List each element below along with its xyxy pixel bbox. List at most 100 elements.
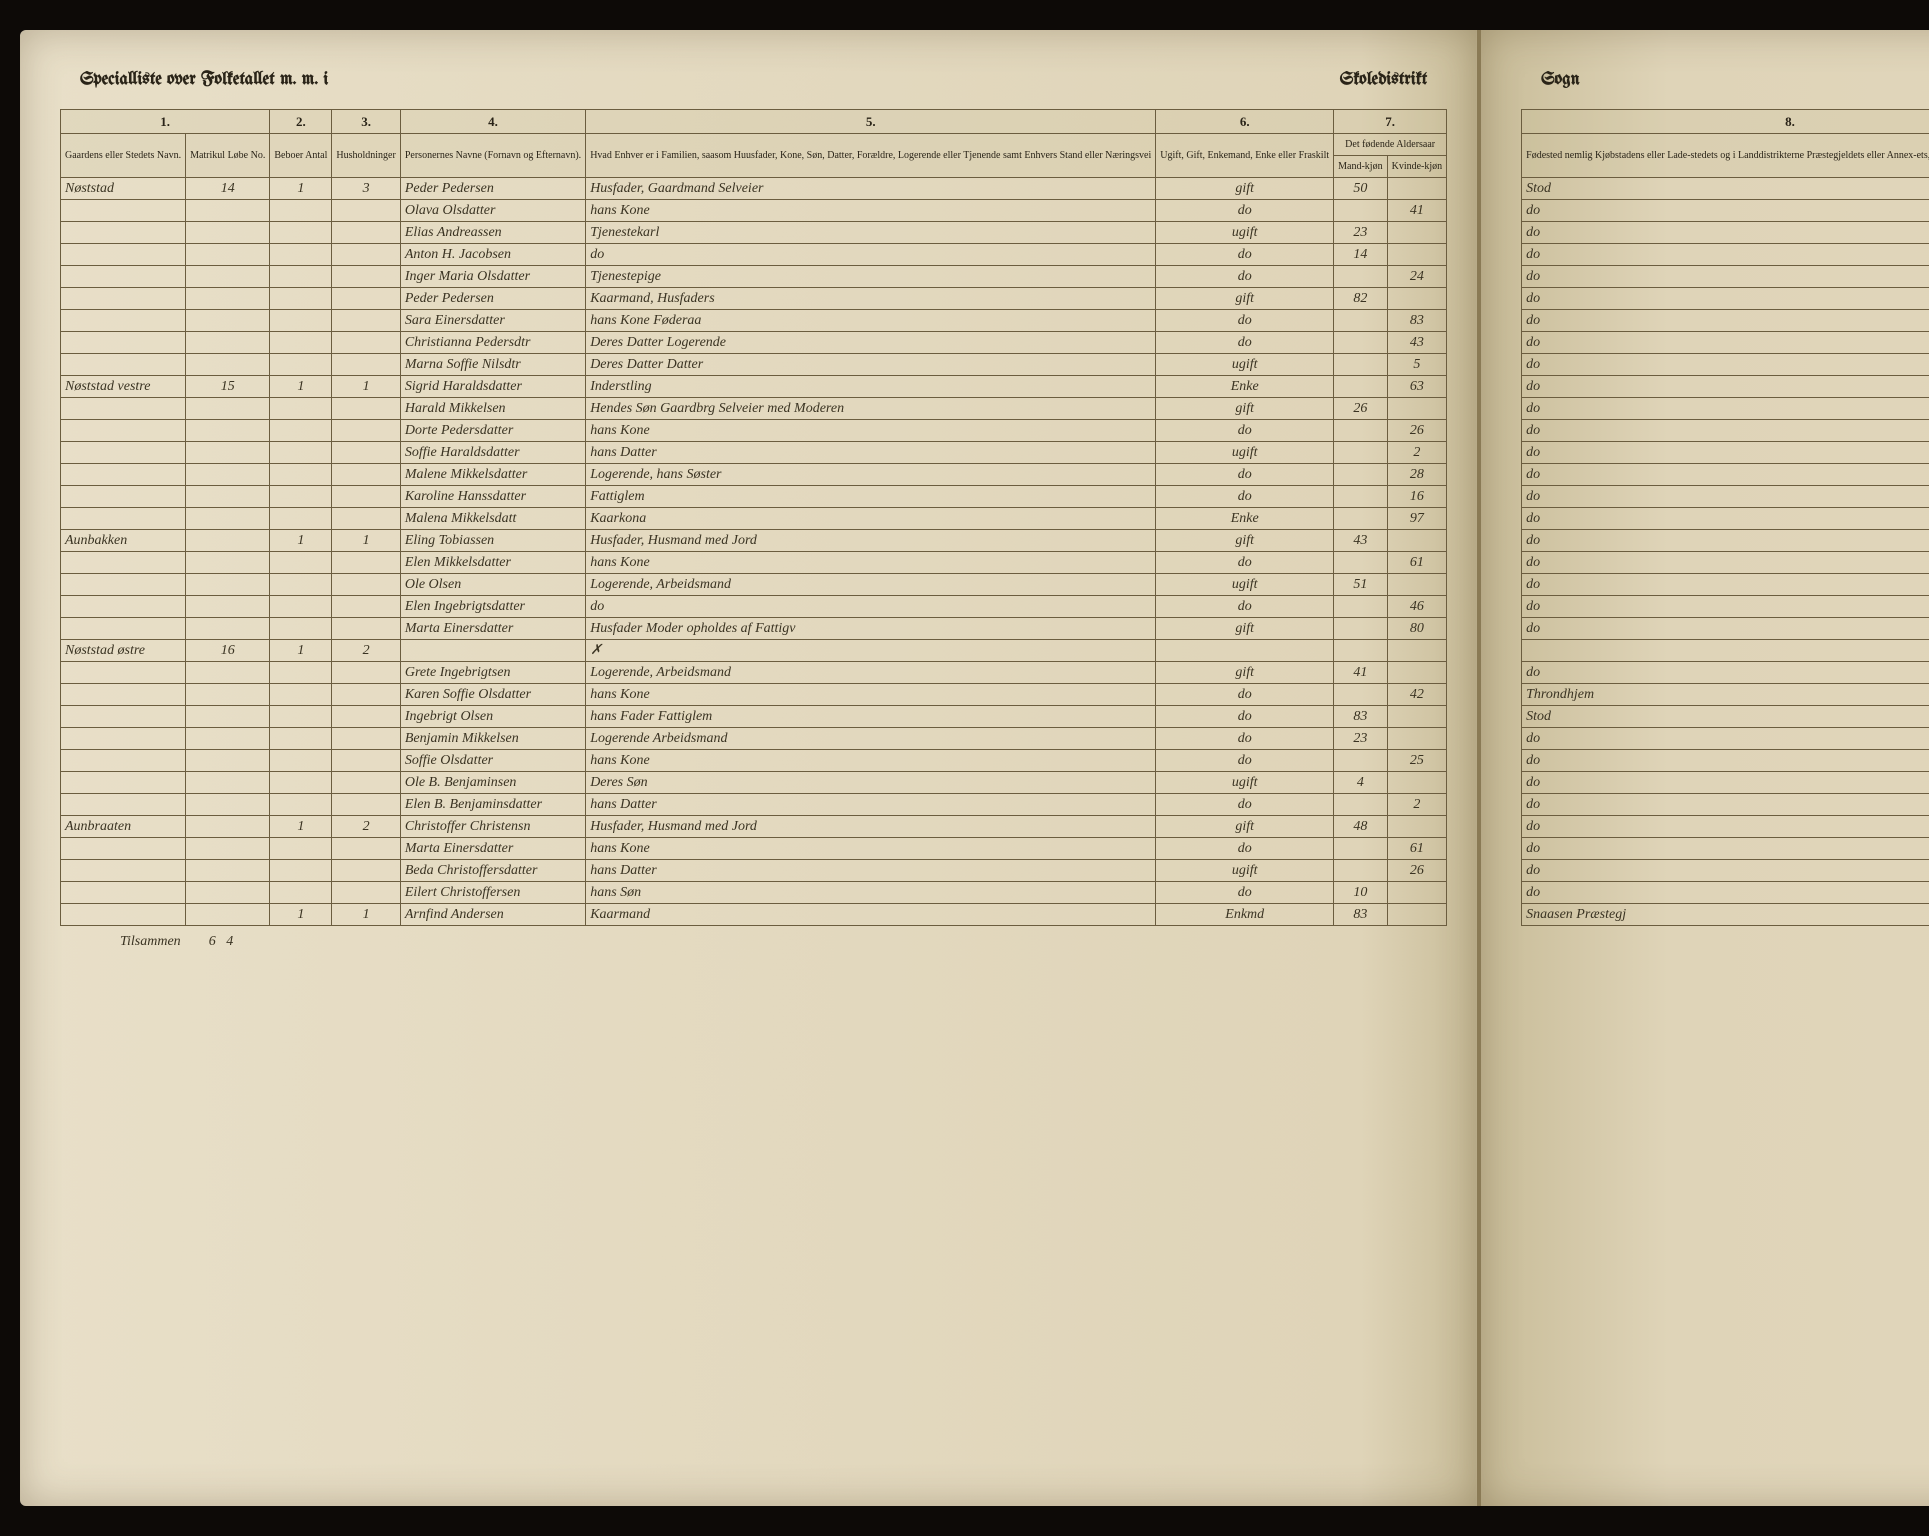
table-row: 143 <box>1522 640 1929 662</box>
table-row: Beda Christoffersdatterhans Datterugift2… <box>61 860 1447 882</box>
right-header: Sogn Præstegjeld den 31te December 1865. <box>1521 70 1929 89</box>
cell-gift: ugift <box>1156 574 1334 596</box>
footer-left-label: Tilsammen <box>120 934 181 949</box>
hdr-alder: Det fødende Aldersaar <box>1334 134 1447 156</box>
cell-k: 5 <box>1387 354 1447 376</box>
table-row: Throndhjem <box>1522 684 1929 706</box>
table-row: do27⅛12 <box>1522 816 1929 838</box>
cell-stand: hans Kone <box>586 750 1156 772</box>
cell-h <box>332 882 400 904</box>
cell-fod: do <box>1522 288 1929 310</box>
cell-k <box>1387 530 1447 552</box>
cell-stand: Deres Datter Logerende <box>586 332 1156 354</box>
cell-mno <box>186 706 270 728</box>
cell-gift: gift <box>1156 662 1334 684</box>
census-book: Specialliste over Folketallet m. m. i Sk… <box>0 0 1929 1536</box>
cell-fod: do <box>1522 508 1929 530</box>
cell-h <box>332 772 400 794</box>
cell-k <box>1387 288 1447 310</box>
table-row: Sara Einersdatterhans Kone Føderaado83 <box>61 310 1447 332</box>
table-row: Eilert Christoffersenhans Søndo10 <box>61 882 1447 904</box>
cell-m <box>1334 420 1387 442</box>
cell-b <box>270 706 332 728</box>
table-row: Elen Mikkelsdatterhans Konedo61 <box>61 552 1447 574</box>
cell-fod: Stod <box>1522 178 1929 200</box>
cell-k: 97 <box>1387 508 1447 530</box>
cell-b <box>270 442 332 464</box>
cell-m: 83 <box>1334 706 1387 728</box>
cell-mno <box>186 530 270 552</box>
cell-stand: hans Kone <box>586 420 1156 442</box>
table-row: Elias AndreassenTjenestekarlugift23 <box>61 222 1447 244</box>
cell-navn: Marta Einersdatter <box>400 838 585 860</box>
cell-mno <box>186 816 270 838</box>
hdr-navn: Personernes Navne (Fornavn og Efternavn)… <box>400 134 585 178</box>
cell-navn: Elen Ingebrigtsdatter <box>400 596 585 618</box>
table-row: do <box>1522 288 1929 310</box>
cell-navn: Benjamin Mikkelsen <box>400 728 585 750</box>
cell-gift: do <box>1156 332 1334 354</box>
cell-mno <box>186 750 270 772</box>
cell-k: 2 <box>1387 794 1447 816</box>
cell-b <box>270 860 332 882</box>
cell-h <box>332 420 400 442</box>
cell-b <box>270 728 332 750</box>
cell-b <box>270 508 332 530</box>
cell-stand: do <box>586 244 1156 266</box>
cell-gaard <box>61 838 186 860</box>
cell-stand: Deres Søn <box>586 772 1156 794</box>
cell-h <box>332 266 400 288</box>
cell-gift: gift <box>1156 398 1334 420</box>
cell-k: 28 <box>1387 464 1447 486</box>
hdr-mno: Matrikul Løbe No. <box>186 134 270 178</box>
cell-gift: do <box>1156 552 1334 574</box>
cell-m <box>1334 332 1387 354</box>
cell-h <box>332 486 400 508</box>
cell-stand: hans Datter <box>586 794 1156 816</box>
cell-m: 41 <box>1334 662 1387 684</box>
cell-navn <box>400 640 585 662</box>
cell-b <box>270 486 332 508</box>
cell-gift: do <box>1156 882 1334 904</box>
table-row: do <box>1522 860 1929 882</box>
cell-mno: 16 <box>186 640 270 662</box>
cell-mno <box>186 222 270 244</box>
cell-stand: hans Datter <box>586 442 1156 464</box>
cell-navn: Christianna Pedersdtr <box>400 332 585 354</box>
table-row: Inger Maria OlsdatterTjenestepigedo24 <box>61 266 1447 288</box>
cell-fod: do <box>1522 200 1929 222</box>
cell-gaard <box>61 200 186 222</box>
cell-h <box>332 860 400 882</box>
table-row: do <box>1522 398 1929 420</box>
cell-gaard <box>61 618 186 640</box>
cell-m <box>1334 266 1387 288</box>
table-row: Elen B. Benjaminsdatterhans Datterdo2 <box>61 794 1447 816</box>
cell-mno <box>186 420 270 442</box>
cell-h <box>332 398 400 420</box>
cell-fod: do <box>1522 552 1929 574</box>
cell-navn: Eilert Christoffersen <box>400 882 585 904</box>
cell-mno <box>186 354 270 376</box>
cell-gaard <box>61 904 186 926</box>
cell-mno <box>186 508 270 530</box>
cell-m <box>1334 464 1387 486</box>
cell-fod: do <box>1522 530 1929 552</box>
cell-navn: Soffie Olsdatter <box>400 750 585 772</box>
cell-gift: do <box>1156 420 1334 442</box>
table-row: do <box>1522 794 1929 816</box>
cell-m: 10 <box>1334 882 1387 904</box>
cell-fod: do <box>1522 860 1929 882</box>
cell-stand: Kaarmand <box>586 904 1156 926</box>
cell-gaard <box>61 508 186 530</box>
cell-gaard <box>61 332 186 354</box>
table-row: Stod2823111⅛4½8 <box>1522 178 1929 200</box>
cell-b <box>270 200 332 222</box>
cell-k: 61 <box>1387 838 1447 860</box>
cell-gaard <box>61 486 186 508</box>
table-row: do <box>1522 574 1929 596</box>
cell-stand: do <box>586 596 1156 618</box>
cell-k <box>1387 728 1447 750</box>
cell-navn: Malene Mikkelsdatter <box>400 464 585 486</box>
left-page: Specialliste over Folketallet m. m. i Sk… <box>20 30 1479 1506</box>
cell-gaard <box>61 706 186 728</box>
